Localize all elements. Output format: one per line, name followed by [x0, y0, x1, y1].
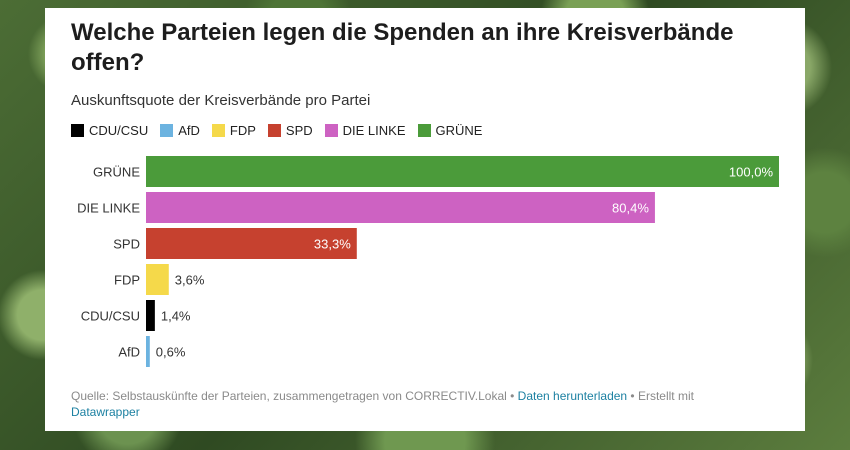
legend-item: SPD: [267, 123, 313, 138]
value-label: 1,4%: [161, 309, 191, 324]
bar: [146, 300, 155, 331]
bar: [146, 228, 357, 259]
separator: •: [627, 389, 638, 403]
legend-swatch: [267, 124, 281, 137]
category-label: GRÜNE: [93, 165, 140, 180]
legend-label: CDU/CSU: [89, 123, 149, 138]
legend-swatch: [324, 124, 338, 137]
datawrapper-link[interactable]: Datawrapper: [71, 405, 140, 419]
category-label: CDU/CSU: [81, 309, 140, 324]
legend: CDU/CSU AfD FDP SPD DIE LINKE GRÜNE: [71, 123, 482, 138]
legend-label: GRÜNE: [435, 123, 483, 138]
legend-label: AfD: [178, 123, 200, 138]
separator: •: [506, 389, 518, 403]
bar-chart: GRÜNE 100,0% DIE LINKE 80,4% SPD 33,3% FDP 3,6%…: [77, 156, 779, 367]
legend-label: SPD: [285, 123, 313, 138]
legend-item: CDU/CSU: [71, 123, 148, 138]
legend-item: GRÜNE: [417, 123, 483, 138]
bar: [146, 264, 169, 295]
bar: [146, 156, 779, 187]
category-label: SPD: [113, 237, 140, 252]
value-label: 0,6%: [156, 345, 186, 360]
category-label: DIE LINKE: [77, 201, 140, 216]
value-label: 80,4%: [612, 201, 649, 216]
category-label: FDP: [114, 273, 140, 288]
chart-subtitle: Auskunftsquote der Kreisverbände pro Par…: [71, 92, 371, 109]
legend-item: AfD: [160, 123, 200, 138]
legend-label: DIE LINKE: [342, 123, 406, 138]
bar: [146, 192, 655, 223]
legend-item: FDP: [211, 123, 256, 138]
bar: [146, 336, 150, 367]
legend-label: FDP: [229, 123, 256, 138]
legend-swatch: [71, 124, 84, 137]
source-text: Quelle: Selbstauskünfte der Parteien, zu…: [71, 389, 507, 403]
created-with-text: Erstellt mit: [637, 389, 694, 403]
footer: Quelle: Selbstauskünfte der Parteien, zu…: [71, 388, 751, 420]
chart-card: Welche Parteien legen die Spenden an ihr…: [45, 8, 805, 431]
category-label: AfD: [118, 345, 140, 360]
value-label: 3,6%: [175, 273, 205, 288]
value-label: 100,0%: [729, 165, 774, 180]
legend-swatch: [417, 124, 431, 137]
legend-swatch: [211, 124, 225, 137]
value-label: 33,3%: [314, 237, 351, 252]
download-data-link[interactable]: Daten herunterladen: [517, 389, 628, 403]
chart-title: Welche Parteien legen die Spenden an ihr…: [71, 19, 734, 76]
legend-item: DIE LINKE: [324, 123, 406, 138]
legend-swatch: [160, 124, 174, 137]
